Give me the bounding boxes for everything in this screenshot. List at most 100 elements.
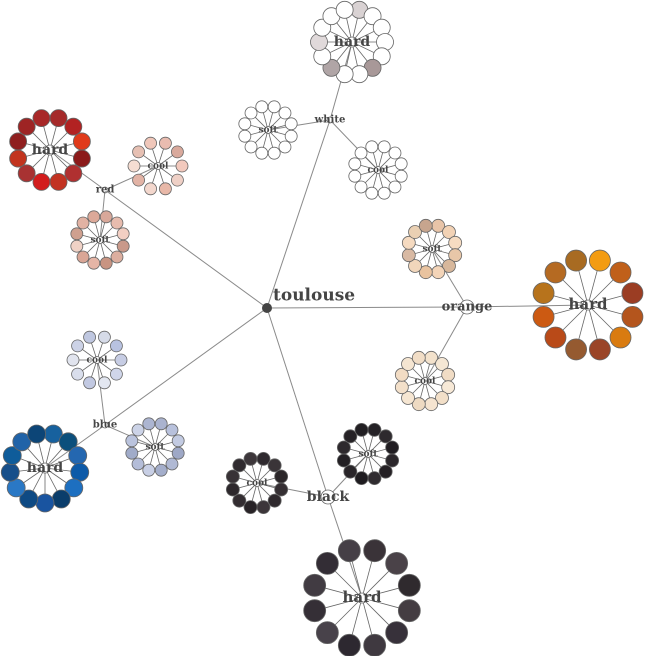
color-swatch-node <box>144 136 157 150</box>
color-swatch-node <box>303 599 327 623</box>
white-soft-hub-node <box>264 126 272 134</box>
black-soft-hub-node <box>364 450 372 458</box>
orange-soft-label: soft <box>422 245 442 255</box>
color-swatch-node <box>12 432 32 452</box>
color-swatch-node <box>315 621 339 645</box>
black-branch-label: black <box>307 489 350 505</box>
color-swatch-node <box>448 248 463 263</box>
orange-hard-label: hard <box>568 295 608 313</box>
color-swatch-node <box>66 353 80 367</box>
blue-hard-hub-node <box>39 462 51 474</box>
color-swatch-node <box>385 551 409 575</box>
color-swatch-node <box>175 159 189 173</box>
color-swatch-node <box>435 357 449 371</box>
color-swatch-node <box>0 462 20 482</box>
edge-blue-cool <box>96 359 106 426</box>
color-swatch-node <box>243 500 258 515</box>
color-swatch-node <box>125 446 139 460</box>
red-cool-cluster <box>127 136 189 196</box>
blue-cool-label: cool <box>87 356 108 366</box>
color-swatch-node <box>385 621 409 645</box>
orange-soft-hub-node <box>428 245 436 253</box>
color-swatch-node <box>165 423 179 437</box>
color-swatch-node <box>144 182 157 196</box>
color-swatch-node <box>244 140 258 154</box>
color-swatch-node <box>418 218 433 233</box>
color-swatch-node <box>132 173 145 187</box>
color-swatch-node <box>70 227 84 241</box>
edge-layer <box>44 41 589 599</box>
color-swatch-node <box>49 109 68 128</box>
color-swatch-node <box>348 157 362 171</box>
edge-root-blue <box>104 307 268 426</box>
color-swatch-node <box>315 551 339 575</box>
black-cool-label: cool <box>247 479 268 489</box>
color-swatch-node <box>17 117 36 136</box>
color-swatch-node <box>377 186 391 200</box>
white-branch-node <box>326 116 334 124</box>
color-swatch-node <box>35 493 55 513</box>
color-swatch-node <box>159 182 172 196</box>
color-swatch-node <box>64 117 83 136</box>
white-cool-label: cool <box>368 166 389 176</box>
color-swatch-node <box>142 417 156 431</box>
root-node <box>262 303 272 313</box>
color-swatch-node <box>19 489 39 509</box>
color-swatch-node <box>365 186 379 200</box>
color-swatch-node <box>64 164 83 183</box>
color-swatch-node <box>337 633 361 656</box>
orange-branch-label: orange <box>442 300 493 315</box>
color-swatch-node <box>127 159 141 173</box>
black-hard-label: hard <box>342 588 382 606</box>
color-swatch-node <box>114 353 128 367</box>
color-swatch-node <box>83 376 96 390</box>
color-swatch-node <box>589 249 611 272</box>
edge-red-cool <box>104 165 159 191</box>
color-swatch-node <box>32 109 51 128</box>
color-swatch-node <box>131 423 145 437</box>
color-swatch-node <box>232 458 247 473</box>
color-swatch-node <box>267 100 281 114</box>
orange-branch-node <box>459 299 475 315</box>
color-swatch-node <box>99 210 113 224</box>
edge-black-cool <box>256 482 329 498</box>
color-swatch-node <box>401 357 415 371</box>
color-swatch-node <box>116 239 130 253</box>
color-swatch-node <box>267 458 282 473</box>
color-swatch-node <box>411 350 426 365</box>
color-swatch-node <box>76 250 90 264</box>
color-swatch-node <box>385 453 400 468</box>
black-branch-node <box>320 489 336 505</box>
color-swatch-node <box>243 451 258 466</box>
color-swatch-node <box>348 169 362 183</box>
color-swatch-node <box>154 463 168 477</box>
color-swatch-node <box>431 265 446 280</box>
color-swatch-node <box>367 422 382 437</box>
color-swatch-node <box>171 145 184 159</box>
color-swatch-node <box>354 422 369 437</box>
color-swatch-node <box>278 106 292 120</box>
blue-soft-cluster <box>125 417 185 477</box>
red-cool-hub-node <box>154 162 162 170</box>
black-soft-label: soft <box>358 450 378 460</box>
color-swatch-node <box>609 261 632 284</box>
color-swatch-node <box>68 446 88 465</box>
color-swatch-node <box>335 0 354 19</box>
color-swatch-node <box>278 140 292 154</box>
color-swatch-node <box>388 146 402 160</box>
color-swatch-node <box>171 446 185 460</box>
color-swatch-node <box>337 539 361 563</box>
color-swatch-node <box>72 149 91 168</box>
blue-soft-hub-node <box>151 443 159 451</box>
color-swatch-node <box>9 132 28 151</box>
orange-cool-hub-node <box>421 377 429 385</box>
color-swatch-node <box>621 282 644 304</box>
color-swatch-node <box>238 129 252 143</box>
color-swatch-node <box>110 367 123 381</box>
color-swatch-node <box>532 306 555 328</box>
edge-white-soft <box>267 119 331 131</box>
white-soft-cluster <box>238 100 298 160</box>
color-swatch-node <box>49 172 68 191</box>
color-swatch-node <box>255 146 269 160</box>
white-soft-label: soft <box>258 126 278 136</box>
